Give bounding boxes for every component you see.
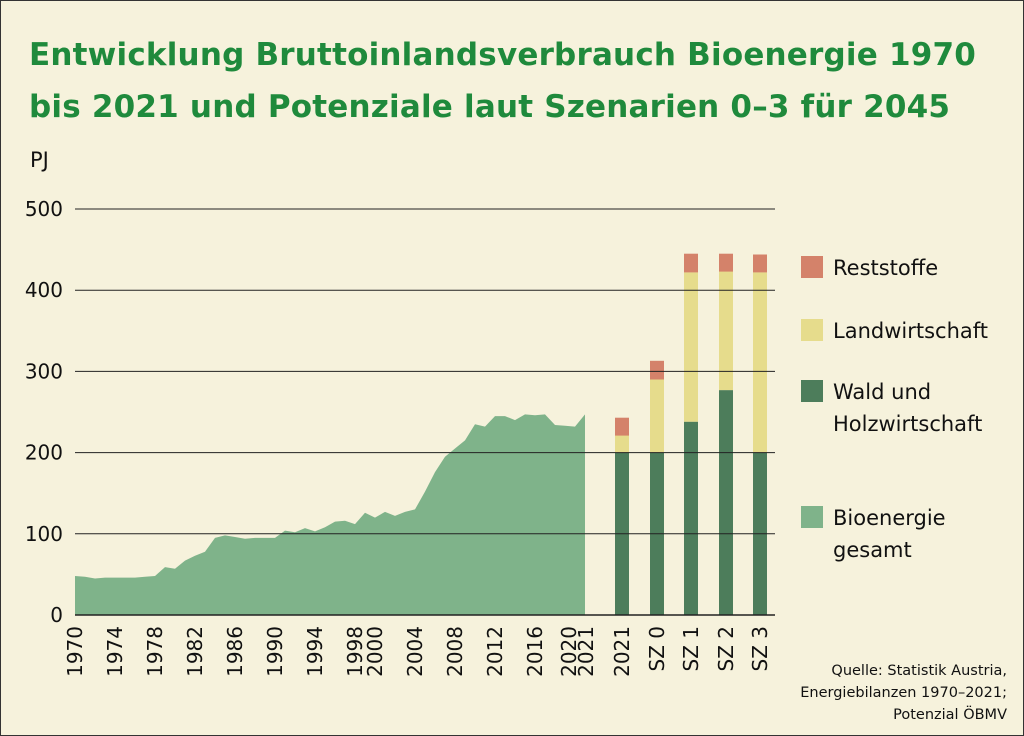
legend-label-landwirtschaft: Landwirtschaft — [833, 319, 988, 343]
bar-segment-wald — [684, 421, 698, 615]
x-tick-label: 2021 — [610, 626, 634, 677]
title-line-1: Entwicklung Bruttoinlandsverbrauch Bioen… — [29, 37, 977, 73]
y-tick-label: 0 — [50, 603, 63, 627]
bar-segment-landwirtschaft — [615, 435, 629, 453]
source-line-2: Energiebilanzen 1970–2021; — [800, 685, 1007, 701]
bar-segment-landwirtschaft — [684, 272, 698, 422]
title-line-2: bis 2021 und Potenziale laut Szenarien 0… — [29, 89, 951, 125]
x-tick-label: 1998 — [343, 626, 367, 677]
legend-label-wald: Wald und — [833, 380, 931, 404]
x-tick-label: 2008 — [443, 626, 467, 677]
x-tick-label: 2020 — [557, 626, 581, 677]
bar-segment-landwirtschaft — [650, 379, 664, 453]
x-tick-label: SZ 2 — [714, 626, 738, 671]
legend-swatch-reststoffe — [801, 256, 823, 278]
y-axis-label: PJ — [30, 148, 49, 172]
x-tick-label: 1982 — [183, 626, 207, 677]
source-note: Quelle: Statistik Austria, Energiebilanz… — [800, 660, 1007, 726]
bar-segment-reststoffe — [719, 253, 733, 272]
x-tick-label: 1990 — [263, 626, 287, 677]
y-tick-label: 300 — [25, 359, 63, 383]
x-tick-label: 2016 — [523, 626, 547, 677]
bar-segment-landwirtschaft — [753, 272, 767, 453]
x-tick-label: 1978 — [143, 626, 167, 677]
x-tick-label: 1994 — [303, 626, 327, 677]
source-line-3: Potenzial ÖBMV — [893, 707, 1007, 723]
legend-label-wald: Holzwirtschaft — [833, 412, 982, 436]
x-tick-label: SZ 1 — [679, 626, 703, 671]
legend-swatch-wald — [801, 380, 823, 402]
x-tick-label: SZ 0 — [645, 626, 669, 671]
y-tick-label: 200 — [25, 441, 63, 465]
area-bioenergie-gesamt — [75, 414, 585, 615]
legend-label-bioenergie: gesamt — [833, 538, 912, 562]
source-line-1: Quelle: Statistik Austria, — [831, 663, 1007, 679]
bar-segment-reststoffe — [684, 253, 698, 273]
x-tick-label: 2021 — [574, 626, 598, 677]
legend-label-reststoffe: Reststoffe — [833, 256, 938, 280]
x-tick-label: 1970 — [63, 626, 87, 677]
y-tick-label: 500 — [25, 197, 63, 221]
bar-segment-wald — [719, 390, 733, 615]
x-tick-label: 2004 — [403, 626, 427, 677]
y-tick-label: 400 — [25, 278, 63, 302]
legend-swatch-bioenergie — [801, 506, 823, 528]
bar-segment-reststoffe — [650, 360, 664, 380]
x-tick-label: 2000 — [363, 626, 387, 677]
chart-title: Entwicklung Bruttoinlandsverbrauch Bioen… — [29, 29, 989, 133]
bar-segment-landwirtschaft — [719, 271, 733, 391]
x-tick-label: 1974 — [103, 626, 127, 677]
legend-label-bioenergie: Bioenergie — [833, 506, 946, 530]
x-tick-label: 1986 — [223, 626, 247, 677]
bar-segment-reststoffe — [753, 254, 767, 273]
y-tick-label: 100 — [25, 522, 63, 546]
x-tick-label: 2012 — [483, 626, 507, 677]
bar-segment-reststoffe — [615, 417, 629, 436]
legend-swatch-landwirtschaft — [801, 319, 823, 341]
x-tick-label: SZ 3 — [748, 626, 772, 671]
